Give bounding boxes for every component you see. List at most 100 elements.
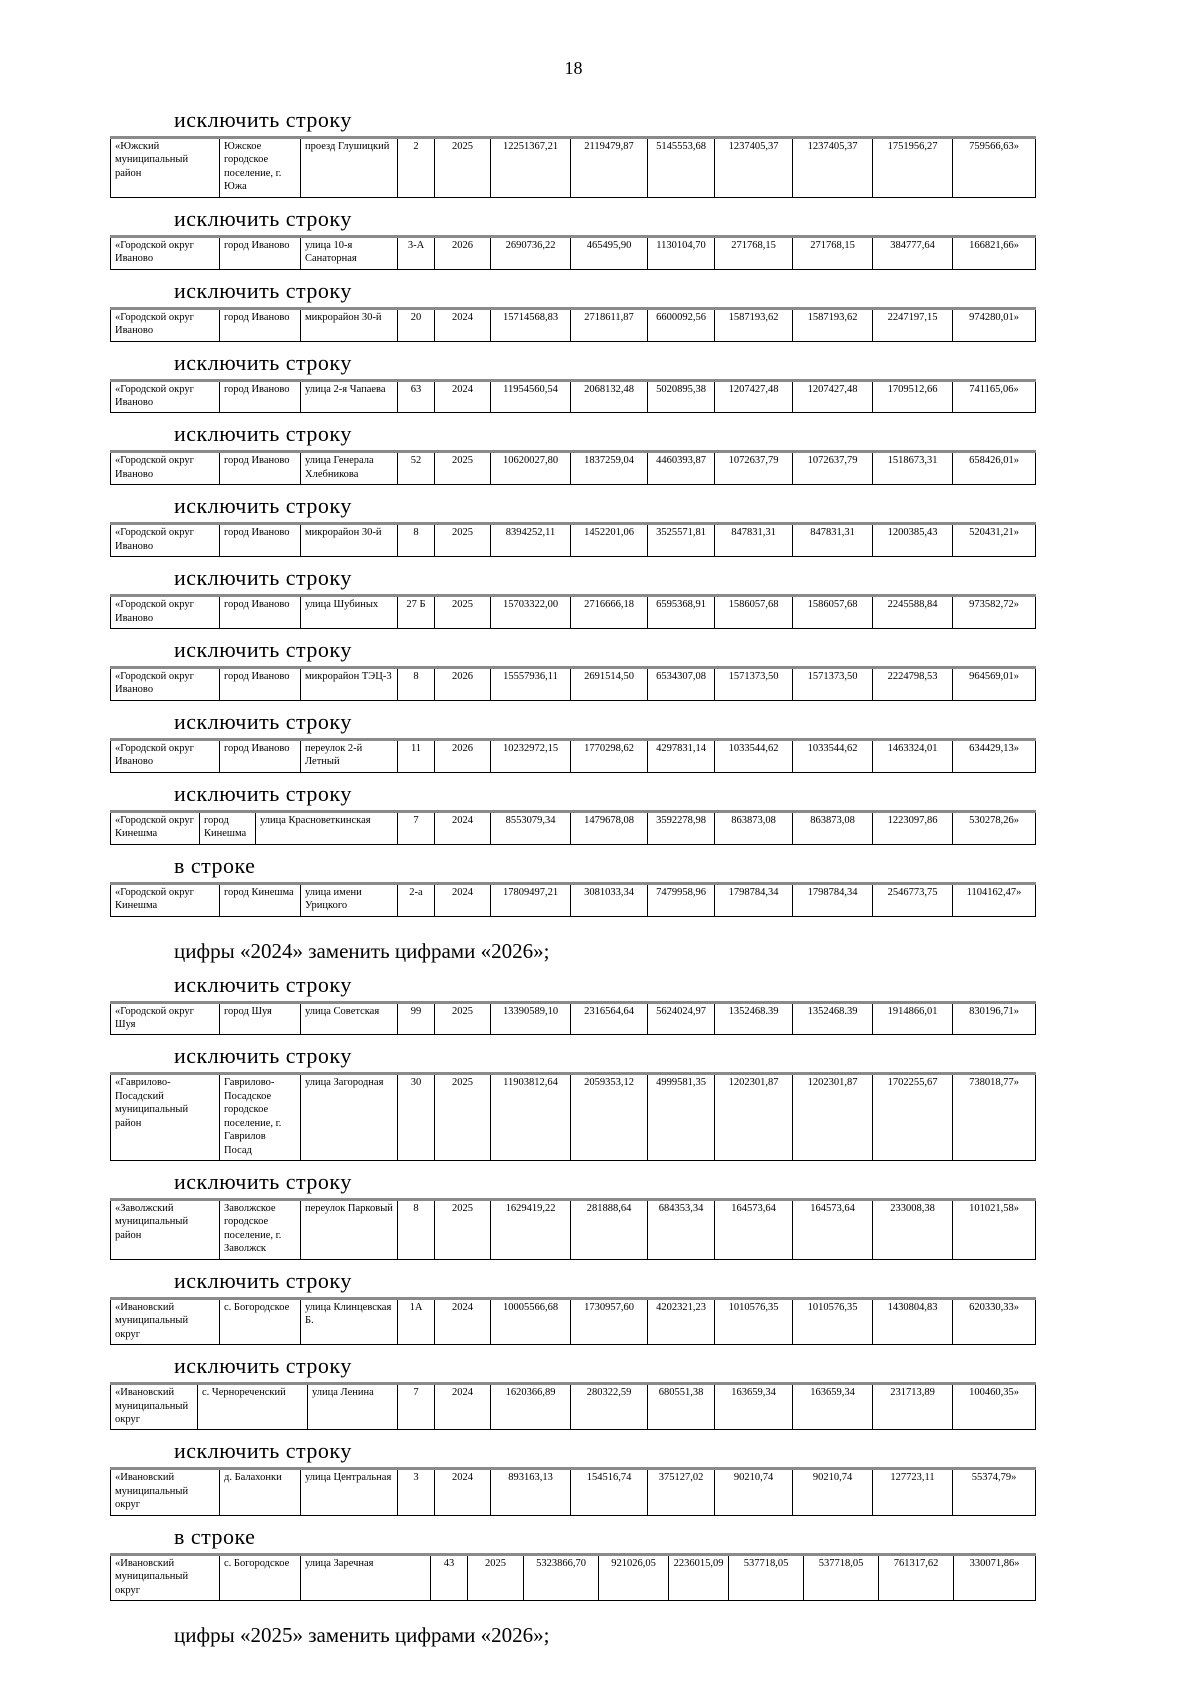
cell-amount-5: 1010576,35 bbox=[792, 1297, 873, 1346]
section-heading: исключить строку bbox=[174, 971, 352, 997]
cell-municipality: «Городской округ Иваново bbox=[110, 738, 220, 773]
cell-amount-4: 1571373,50 bbox=[714, 667, 793, 701]
cell-amount-4: 537718,05 bbox=[728, 1553, 804, 1602]
cell-amount-3: 6534307,08 bbox=[647, 667, 715, 701]
amendment-section: исключить строку «Городской округ Иванов… bbox=[110, 709, 1037, 773]
cell-amount-4: 1587193,62 bbox=[714, 307, 793, 342]
cell-year: 2024 bbox=[434, 307, 491, 342]
cell-house-number: 27 Б bbox=[397, 595, 435, 629]
cell-amount-1: 12251367,21 bbox=[490, 137, 571, 198]
data-table: «Городской округ Кинешма город Кинешма ули… bbox=[110, 809, 1036, 845]
cell-amount-4: 863873,08 bbox=[714, 810, 793, 845]
cell-year: 2024 bbox=[434, 882, 491, 917]
cell-amount-6: 233008,38 bbox=[872, 1199, 953, 1260]
data-table: «Городской округ Иваново город Иваново мик… bbox=[110, 306, 1036, 342]
cell-amount-1: 893163,13 bbox=[490, 1468, 571, 1516]
cell-amount-1: 15557936,11 bbox=[490, 667, 571, 701]
cell-amount-4: 1798784,34 bbox=[714, 882, 793, 917]
table-row: «Городской округ Иваново город Иваново мик… bbox=[110, 523, 1036, 558]
section-heading: в строке bbox=[174, 1523, 256, 1549]
cell-amount-4: 1207427,48 bbox=[714, 379, 793, 414]
cell-house-number: 99 bbox=[397, 1001, 435, 1036]
cell-house-number: 30 bbox=[397, 1073, 435, 1161]
cell-amount-6: 1751956,27 bbox=[872, 137, 953, 198]
amendment-section: исключить строку «Городской округ Иванов… bbox=[110, 278, 1037, 342]
table-row: «Ивановский муниципальный округ с. Богоро… bbox=[110, 1553, 1036, 1602]
cell-amount-3: 7479958,96 bbox=[647, 882, 715, 917]
section-heading: исключить строку bbox=[174, 1267, 352, 1293]
cell-street: улица Красноветкинская bbox=[255, 810, 398, 845]
cell-amount-1: 10232972,15 bbox=[490, 738, 571, 773]
cell-amount-7: 964569,01» bbox=[952, 667, 1036, 701]
cell-house-number: 8 bbox=[397, 1199, 435, 1260]
cell-amount-2: 2316564,64 bbox=[570, 1001, 648, 1036]
cell-year: 2025 bbox=[434, 1073, 491, 1161]
cell-house-number: 7 bbox=[397, 810, 435, 845]
cell-year: 2026 bbox=[434, 738, 491, 773]
cell-municipality: «Городской округ Иваново bbox=[110, 307, 220, 342]
cell-municipality: «Городской округ Иваново bbox=[110, 667, 220, 701]
cell-year: 2025 bbox=[434, 137, 491, 198]
cell-amount-4: 1072637,79 bbox=[714, 451, 793, 486]
data-table: «Ивановский муниципальный округ д. Балахо… bbox=[110, 1467, 1036, 1516]
cell-amount-3: 4999581,35 bbox=[647, 1073, 715, 1161]
cell-amount-3: 5624024,97 bbox=[647, 1001, 715, 1036]
cell-amount-6: 1430804,83 bbox=[872, 1297, 953, 1346]
cell-amount-2: 465495,90 bbox=[570, 235, 648, 270]
data-table: «Городской округ Иваново город Иваново ули… bbox=[110, 234, 1036, 270]
cell-amount-3: 684353,34 bbox=[647, 1199, 715, 1260]
cell-amount-2: 1730957,60 bbox=[570, 1297, 648, 1346]
cell-year: 2024 bbox=[434, 1468, 491, 1516]
cell-amount-5: 90210,74 bbox=[792, 1468, 873, 1516]
cell-municipality: «Городской округ Иваново bbox=[110, 379, 220, 414]
cell-street: улица Клинцевская Б. bbox=[300, 1297, 398, 1346]
cell-settlement: с. Богородское bbox=[219, 1297, 301, 1346]
data-table: «Гаврилово-Посадский муниципальный район… bbox=[110, 1072, 1036, 1161]
cell-amount-1: 15703322,00 bbox=[490, 595, 571, 629]
cell-amount-2: 2691514,50 bbox=[570, 667, 648, 701]
data-table: «Ивановский муниципальный округ с. Богоро… bbox=[110, 1552, 1036, 1602]
amendment-note: цифры «2025» заменить цифрами «2026»; bbox=[174, 1623, 550, 1647]
cell-settlement: город Иваново bbox=[219, 523, 301, 558]
cell-amount-2: 2716666,18 bbox=[570, 595, 648, 629]
cell-amount-4: 163659,34 bbox=[714, 1383, 793, 1431]
cell-amount-7: 330071,86» bbox=[953, 1553, 1036, 1602]
cell-amount-5: 863873,08 bbox=[792, 810, 873, 845]
data-table: «Городской округ Иваново город Иваново ули… bbox=[110, 378, 1036, 414]
cell-amount-2: 280322,59 bbox=[570, 1383, 648, 1431]
cell-year: 2026 bbox=[434, 667, 491, 701]
table-row: «Городской округ Кинешма город Кинешма ули… bbox=[110, 882, 1036, 917]
cell-amount-1: 13390589,10 bbox=[490, 1001, 571, 1036]
cell-amount-1: 11954560,54 bbox=[490, 379, 571, 414]
cell-amount-3: 3525571,81 bbox=[647, 523, 715, 558]
cell-street: улица Советская bbox=[300, 1001, 398, 1036]
cell-amount-2: 1479678,08 bbox=[570, 810, 648, 845]
table-row: «Городской округ Иваново город Иваново ули… bbox=[110, 595, 1036, 629]
cell-amount-4: 164573,64 bbox=[714, 1199, 793, 1260]
cell-amount-7: 530278,26» bbox=[952, 810, 1036, 845]
cell-street: улица Генерала Хлебникова bbox=[300, 451, 398, 486]
cell-street: улица Центральная bbox=[300, 1468, 398, 1516]
cell-settlement: город Кинешма bbox=[199, 810, 256, 845]
sections-container: исключить строку «Южский муниципальный р… bbox=[110, 107, 1037, 1648]
cell-amount-6: 2247197,15 bbox=[872, 307, 953, 342]
cell-street: микрорайон 30-й bbox=[300, 523, 398, 558]
cell-municipality: «Городской округ Шуя bbox=[110, 1001, 220, 1036]
cell-house-number: 63 bbox=[397, 379, 435, 414]
cell-house-number: 20 bbox=[397, 307, 435, 342]
cell-street: микрорайон 30-й bbox=[300, 307, 398, 342]
data-table: «Заволжский муниципальный район Заволжско… bbox=[110, 1198, 1036, 1260]
cell-amount-3: 680551,38 bbox=[647, 1383, 715, 1431]
amendment-section: исключить строку «Городской округ Кинешм… bbox=[110, 781, 1037, 845]
cell-street: переулок Парковый bbox=[300, 1199, 398, 1260]
cell-municipality: «Ивановский муниципальный округ bbox=[110, 1468, 220, 1516]
cell-street: проезд Глушицкий bbox=[300, 137, 398, 198]
cell-amount-6: 231713,89 bbox=[872, 1383, 953, 1431]
cell-amount-2: 3081033,34 bbox=[570, 882, 648, 917]
cell-municipality: «Городской округ Иваново bbox=[110, 451, 220, 486]
document-content: 18 исключить строку «Южский муниципальны… bbox=[110, 0, 1037, 1648]
cell-house-number: 2 bbox=[397, 137, 435, 198]
section-heading: исключить строку bbox=[174, 637, 352, 662]
data-table: «Городской округ Иваново город Иваново ули… bbox=[110, 594, 1036, 629]
cell-settlement: город Шуя bbox=[219, 1001, 301, 1036]
